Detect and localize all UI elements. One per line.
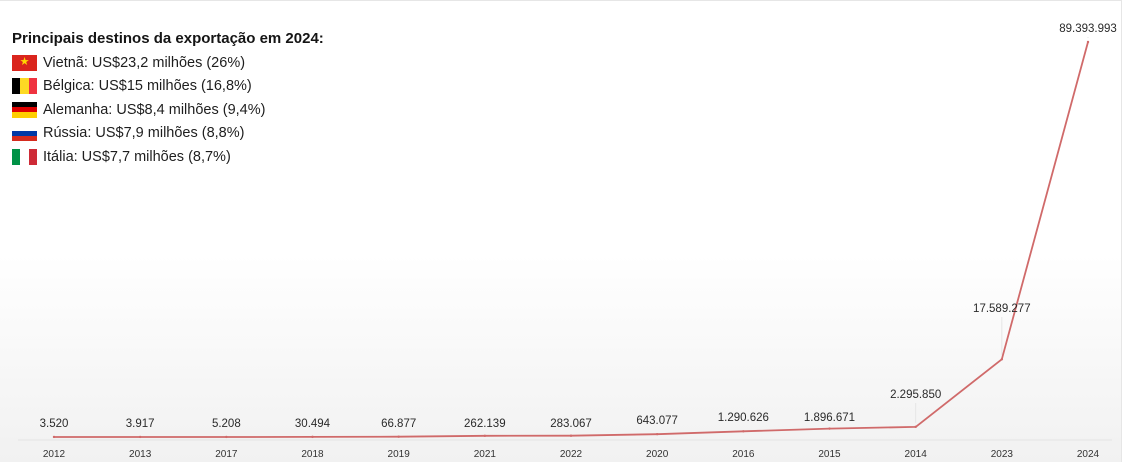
data-point bbox=[655, 432, 659, 436]
data-label: 66.877 bbox=[381, 418, 416, 430]
vietnam-flag-icon: ★ bbox=[12, 54, 37, 71]
legend-label: Vietnã: US$23,2 milhões (26%) bbox=[43, 54, 246, 71]
legend-label: Itália: US$7,7 milhões (8,7%) bbox=[43, 148, 231, 165]
legend-title: Principais destinos da exportação em 202… bbox=[12, 30, 324, 47]
x-tick-label: 2018 bbox=[301, 449, 324, 460]
x-tick-label: 2023 bbox=[991, 449, 1014, 460]
x-tick-label: 2015 bbox=[818, 449, 841, 460]
data-point bbox=[483, 434, 487, 438]
data-point bbox=[52, 435, 56, 439]
data-point bbox=[225, 435, 228, 439]
legend-item-germany: Alemanha: US$8,4 milhões (9,4%) bbox=[12, 98, 324, 122]
x-tick-label: 2016 bbox=[732, 449, 755, 460]
data-label: 1.896.671 bbox=[804, 412, 855, 424]
x-tick-label: 2017 bbox=[215, 449, 238, 460]
x-tick-label: 2022 bbox=[560, 449, 583, 460]
data-point bbox=[828, 427, 831, 430]
data-label: 643.077 bbox=[636, 415, 678, 427]
germany-flag-icon bbox=[12, 101, 37, 118]
italy-flag-icon bbox=[12, 148, 37, 165]
legend-item-russia: Rússia: US$7,9 milhões (8,8%) bbox=[12, 122, 324, 146]
data-label: 89.393.993 bbox=[1059, 23, 1117, 35]
data-label: 3.917 bbox=[126, 418, 155, 430]
data-label: 1.290.626 bbox=[718, 412, 769, 424]
legend-label: Rússia: US$7,9 milhões (8,8%) bbox=[43, 125, 245, 142]
data-label: 262.139 bbox=[464, 418, 506, 430]
data-point bbox=[1086, 40, 1090, 44]
legend-label: Alemanha: US$8,4 milhões (9,4%) bbox=[43, 101, 266, 118]
legend-item-italy: Itália: US$7,7 milhões (8,7%) bbox=[12, 145, 324, 169]
legend-item-vietnam: ★ Vietnã: US$23,2 milhões (26%) bbox=[12, 51, 324, 75]
data-point bbox=[397, 435, 400, 438]
russia-flag-icon bbox=[12, 125, 37, 142]
x-tick-label: 2012 bbox=[43, 449, 66, 460]
belgium-flag-icon bbox=[12, 78, 37, 95]
legend-label: Bélgica: US$15 milhões (16,8%) bbox=[43, 78, 252, 95]
x-tick-label: 2021 bbox=[474, 449, 497, 460]
x-tick-label: 2013 bbox=[129, 449, 152, 460]
data-point bbox=[1000, 358, 1004, 361]
data-point bbox=[742, 430, 745, 433]
data-label: 30.494 bbox=[295, 418, 331, 430]
x-tick-label: 2024 bbox=[1077, 449, 1100, 460]
x-tick-label: 2019 bbox=[388, 449, 411, 460]
data-label: 2.295.850 bbox=[890, 389, 941, 401]
data-label: 3.520 bbox=[40, 418, 69, 430]
data-label: 17.589.277 bbox=[973, 303, 1031, 315]
x-tick-label: 2014 bbox=[905, 449, 928, 460]
data-label: 283.067 bbox=[550, 418, 592, 430]
data-point bbox=[138, 435, 142, 439]
legend-item-belgium: Bélgica: US$15 milhões (16,8%) bbox=[12, 75, 324, 99]
data-point bbox=[914, 425, 917, 429]
legend: Principais destinos da exportação em 202… bbox=[12, 30, 324, 169]
data-point bbox=[569, 434, 573, 437]
data-label: 5.208 bbox=[212, 418, 241, 430]
data-point bbox=[311, 435, 314, 439]
x-tick-label: 2020 bbox=[646, 449, 669, 460]
